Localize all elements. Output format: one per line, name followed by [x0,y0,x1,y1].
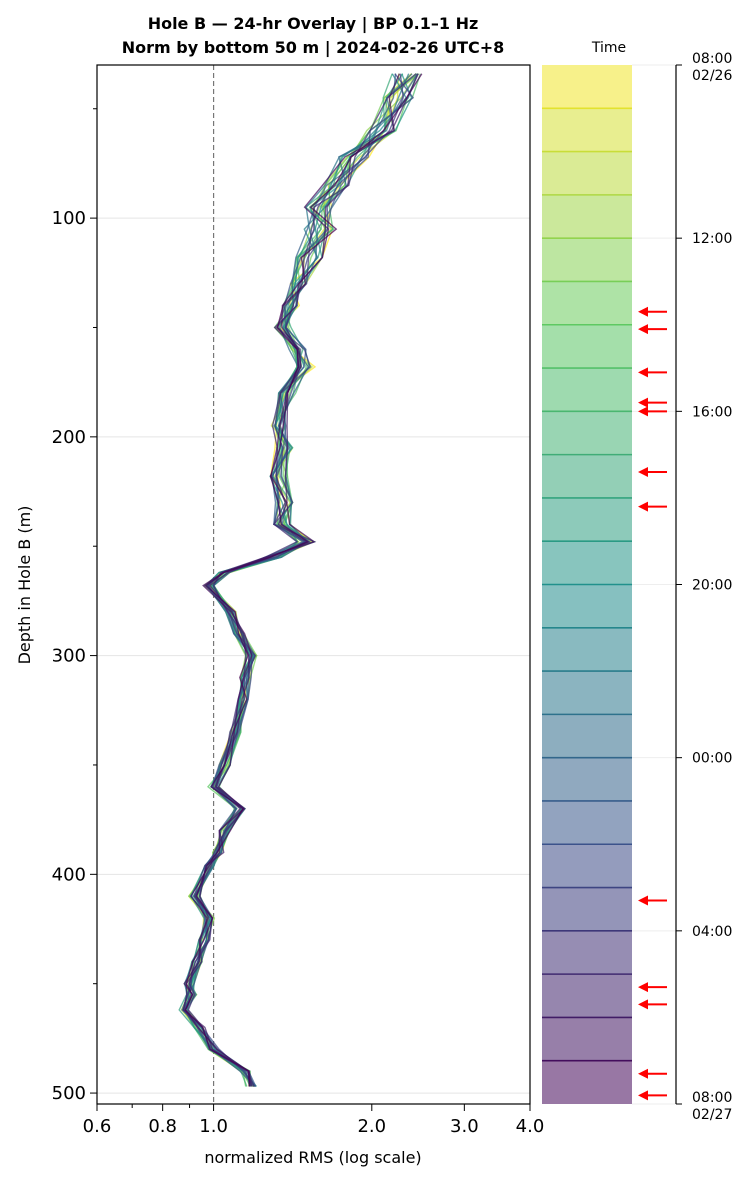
series-line-21 [187,73,417,1087]
colorbar-band-2 [542,108,632,152]
colorbar-band-5 [542,238,632,282]
colorbar-markers [638,306,667,1101]
y-axis-ticks: 100 200 300 400 500 [52,108,97,1104]
marker-arrow-head-6 [638,466,648,477]
y-axis-label: Depth in Hole B (m) [15,506,34,665]
colorbar-tick-label-1: 12:00 [692,231,732,247]
colorbar-band-13 [542,584,632,628]
marker-arrow-head-3 [638,367,648,378]
colorbar-band-11 [542,497,632,542]
grid [97,217,530,1094]
colorbar-band-4 [542,194,632,239]
colorbar-tick-label-0-0: 08:00 [692,51,732,67]
plot-frame [96,64,531,1105]
y-tick-label-2: 300 [52,646,86,667]
colorbar-title: Time [591,40,626,56]
x-tick-label-0: 0.6 [83,1116,112,1137]
colorbar-band-17 [542,757,632,801]
marker-arrow-head-11 [638,1068,648,1079]
colorbar-band-24 [542,1060,632,1104]
x-tick-label-3: 2.0 [357,1116,386,1137]
colorbar-tick-label-6-0: 08:00 [692,1090,732,1106]
chart-title-line-1: Hole B — 24-hr Overlay | BP 0.1–1 Hz [148,14,479,34]
colorbar-tick-label-3: 20:00 [692,578,732,594]
colorbar-band-10 [542,454,632,498]
colorbar-band-12 [542,541,632,585]
colorbar-band-14 [542,627,632,672]
series-line-23 [183,73,401,1087]
x-tick-label-5: 4.0 [516,1116,545,1137]
colorbar-band-18 [542,800,632,845]
colorbar-band-6 [542,281,632,325]
y-tick-label-0: 100 [52,208,86,229]
chart-title-line-2: Norm by bottom 50 m | 2024-02-26 UTC+8 [122,38,505,58]
colorbar-tick-label-6-1: 02/27 [692,1107,732,1123]
marker-arrow-head-7 [638,501,648,512]
colorbar-band-19 [542,844,632,888]
series-lines [178,73,423,1087]
marker-arrow-head-5 [638,406,648,417]
colorbar [542,64,676,1105]
colorbar-band-1 [542,65,632,109]
colorbar-band-15 [542,671,632,715]
marker-arrow-head-9 [638,982,648,993]
colorbar-band-22 [542,974,632,1018]
marker-arrow-head-2 [638,324,648,335]
y-tick-label-1: 200 [52,427,86,448]
x-axis-label: normalized RMS (log scale) [204,1148,421,1167]
x-axis-ticks: 0.6 0.8 1.0 2.0 3.0 4.0 [83,1104,545,1137]
y-tick-label-4: 500 [52,1083,86,1104]
colorbar-tick-label-4: 00:00 [692,751,732,767]
x-tick-label-1: 0.8 [148,1116,177,1137]
colorbar-band-3 [542,151,632,195]
colorbar-band-21 [542,930,632,975]
colorbar-tick-label-0-1: 02/26 [692,68,732,84]
colorbar-tick-label-5: 04:00 [692,924,732,940]
colorbar-band-9 [542,411,632,455]
y-tick-label-3: 400 [52,864,86,885]
colorbar-band-8 [542,368,632,412]
marker-arrow-head-12 [638,1090,648,1101]
marker-arrow-head-8 [638,895,648,906]
marker-arrow-head-10 [638,999,648,1010]
series-line-8 [186,73,422,1087]
series-line-24 [184,73,423,1087]
marker-arrow-head-4 [638,397,648,408]
colorbar-band-20 [542,887,632,931]
series-line-12 [184,73,413,1087]
marker-arrow-head-1 [638,306,648,317]
colorbar-band-16 [542,714,632,758]
x-tick-label-2: 1.0 [199,1116,228,1137]
colorbar-tick-label-2: 16:00 [692,404,732,420]
colorbar-band-7 [542,324,632,369]
colorbar-ticks: 08:0002/2612:0016:0020:0000:0004:0008:00… [675,51,732,1123]
x-tick-label-4: 3.0 [450,1116,479,1137]
colorbar-band-23 [542,1017,632,1061]
